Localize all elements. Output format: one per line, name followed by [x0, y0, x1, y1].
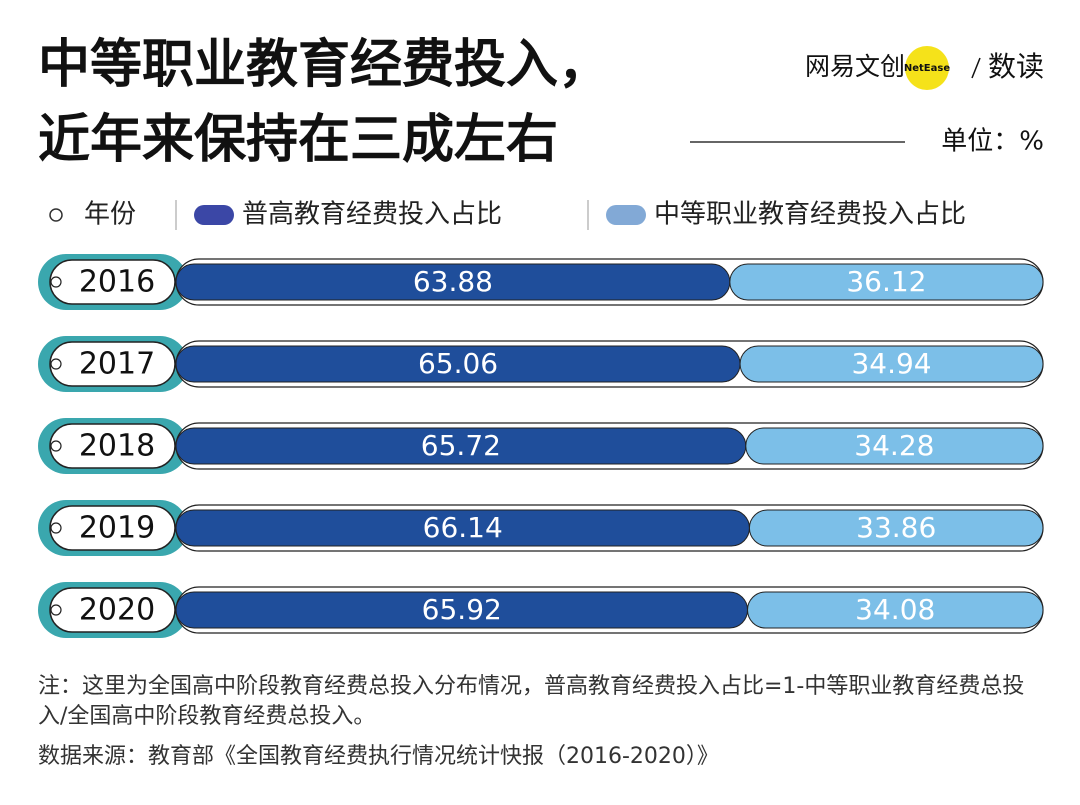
value-label: 34.08 — [855, 593, 935, 626]
bar — [729, 263, 1044, 301]
bar — [747, 591, 1044, 629]
source: 数据来源：教育部《全国教育经费执行情况统计快报（2016-2020）》 — [38, 744, 719, 769]
y-tick-label: 2018 — [79, 429, 155, 464]
unit: 单位：% — [941, 127, 1044, 157]
bar — [745, 427, 1044, 465]
y-tick-label: 2016 — [79, 265, 155, 300]
value-label: 65.92 — [422, 593, 502, 626]
legend-marker — [606, 205, 646, 225]
logo-dot — [905, 46, 949, 90]
year-dot — [50, 440, 62, 452]
y-tick-label: 2019 — [79, 511, 155, 546]
year-pill — [49, 587, 176, 633]
bar — [748, 509, 1044, 547]
y-tick-label: 2017 — [79, 347, 155, 382]
year-dot — [50, 276, 62, 288]
brand-badge: NetEase — [904, 63, 950, 74]
year-pill — [49, 259, 176, 305]
legend-label: 普高教育经费投入占比 — [242, 200, 502, 230]
note: 注：这里为全国高中阶段教育经费总投入分布情况，普高教育经费投入占比=1-中等职业… — [38, 674, 1025, 729]
value-label: 33.86 — [856, 511, 936, 544]
legend-marker — [49, 208, 63, 222]
legend-marker — [194, 205, 234, 225]
chart-title: 中等职业教育经费投入， — [38, 35, 610, 95]
value-label: 63.88 — [413, 265, 493, 298]
chart-title: 近年来保持在三成左右 — [38, 110, 558, 170]
year-pill — [49, 341, 176, 387]
year-pill — [49, 423, 176, 469]
year-dot — [50, 604, 62, 616]
year-pill — [49, 505, 176, 551]
year-dot — [50, 358, 62, 370]
y-tick-label: 2020 — [79, 593, 155, 628]
bar — [739, 345, 1044, 383]
value-label: 66.14 — [423, 511, 503, 544]
value-label: 65.06 — [418, 347, 498, 380]
divider — [971, 57, 981, 79]
brand-name: 网易文创 — [805, 52, 905, 81]
value-label: 34.28 — [854, 429, 934, 462]
value-label: 34.94 — [851, 347, 931, 380]
legend-label: 中等职业教育经费投入占比 — [654, 200, 966, 230]
value-label: 65.72 — [421, 429, 501, 462]
brand-section: 数读 — [988, 50, 1044, 83]
year-dot — [50, 522, 62, 534]
legend-label: 年份 — [84, 200, 136, 230]
value-label: 36.12 — [846, 265, 926, 298]
